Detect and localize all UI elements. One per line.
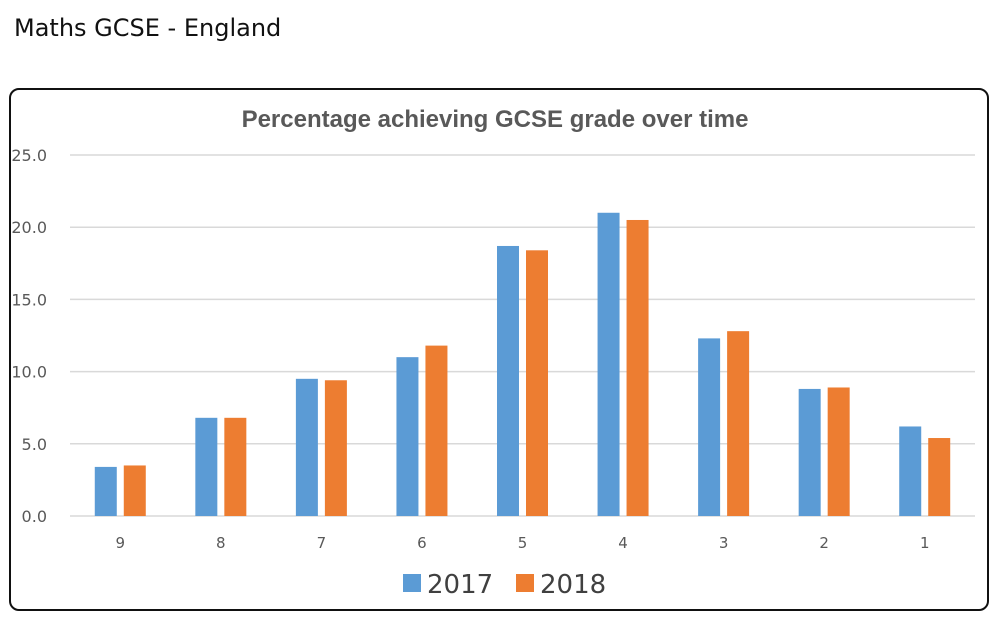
x-tick-label: 7	[317, 534, 327, 552]
legend-label-2017: 2017	[427, 570, 493, 600]
bar-2017-grade-4	[597, 212, 620, 516]
bar-2018-grade-2	[827, 387, 850, 516]
x-tick-label: 4	[618, 534, 628, 552]
x-tick-label: 1	[920, 534, 930, 552]
bar-2018-grade-9	[123, 465, 146, 516]
bar-2017-grade-9	[94, 466, 117, 516]
y-tick-label: 15.0	[11, 290, 47, 309]
chart-frame	[9, 88, 989, 611]
bar-2017-grade-2	[798, 388, 821, 516]
bar-2017-grade-7	[295, 378, 318, 516]
legend-swatch-2017	[403, 574, 421, 592]
bar-2017-grade-6	[396, 357, 419, 516]
x-tick-label: 6	[417, 534, 427, 552]
bar-2017-grade-1	[899, 426, 922, 516]
y-tick-label: 20.0	[11, 218, 47, 237]
y-tick-label: 0.0	[22, 507, 47, 526]
x-tick-label: 5	[518, 534, 528, 552]
x-tick-label: 3	[719, 534, 729, 552]
chart-title: Percentage achieving GCSE grade over tim…	[242, 106, 749, 133]
bar-2018-grade-4	[626, 219, 649, 517]
y-tick-label: 10.0	[11, 363, 47, 382]
bar-2018-grade-5	[526, 250, 548, 516]
y-tick-label: 25.0	[11, 146, 47, 165]
bar-2018-grade-6	[425, 345, 448, 516]
y-tick-label: 5.0	[22, 435, 47, 454]
legend-swatch-2018	[516, 574, 534, 592]
legend-label-2018: 2018	[540, 570, 606, 600]
x-tick-label: 2	[819, 534, 829, 552]
x-tick-label: 9	[116, 534, 126, 552]
bar-2018-grade-8	[224, 417, 247, 516]
bar-2018-grade-3	[727, 331, 750, 516]
bar-2018-grade-1	[928, 438, 951, 516]
bar-2017-grade-8	[195, 417, 218, 516]
bar-2017-grade-5	[497, 245, 519, 517]
bar-2018-grade-7	[324, 380, 347, 516]
x-tick-label: 8	[216, 534, 226, 552]
bar-2017-grade-3	[698, 338, 721, 516]
page-title: Maths GCSE - England	[14, 14, 282, 42]
